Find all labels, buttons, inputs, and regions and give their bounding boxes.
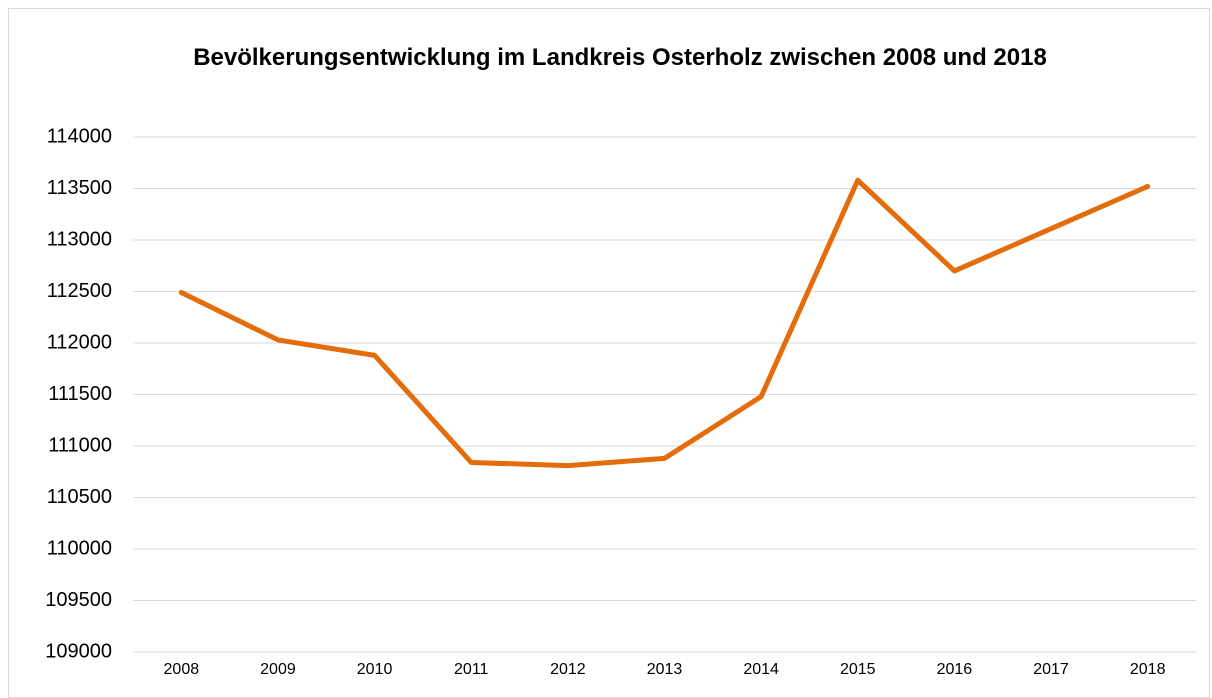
y-tick-label: 112000 <box>47 331 112 353</box>
x-tick-label: 2017 <box>1033 661 1069 678</box>
y-tick-label: 113500 <box>47 177 112 199</box>
y-tick-label: 111000 <box>48 434 112 456</box>
y-tick-label: 110000 <box>47 537 112 559</box>
x-tick-label: 2015 <box>840 661 876 678</box>
chart-title: Bevölkerungsentwicklung im Landkreis Ost… <box>193 44 1047 71</box>
x-tick-label: 2018 <box>1130 661 1166 678</box>
y-tick-label: 110500 <box>47 486 112 508</box>
x-tick-label: 2014 <box>743 661 779 678</box>
x-tick-label: 2011 <box>454 661 489 678</box>
y-tick-label: 111500 <box>48 383 112 405</box>
y-tick-label: 113000 <box>47 228 112 250</box>
x-tick-label: 2012 <box>550 661 586 678</box>
x-tick-label: 2009 <box>260 661 296 678</box>
x-tick-label: 2013 <box>647 661 683 678</box>
y-tick-label: 112500 <box>47 280 112 302</box>
data-line <box>178 177 1151 469</box>
y-tick-label: 109000 <box>45 640 112 662</box>
y-tick-label: 109500 <box>45 589 112 611</box>
x-tick-label: 2016 <box>937 661 973 678</box>
x-tick-label: 2010 <box>357 661 393 678</box>
y-tick-label: 114000 <box>47 125 112 147</box>
x-tick-label: 2008 <box>164 661 200 678</box>
